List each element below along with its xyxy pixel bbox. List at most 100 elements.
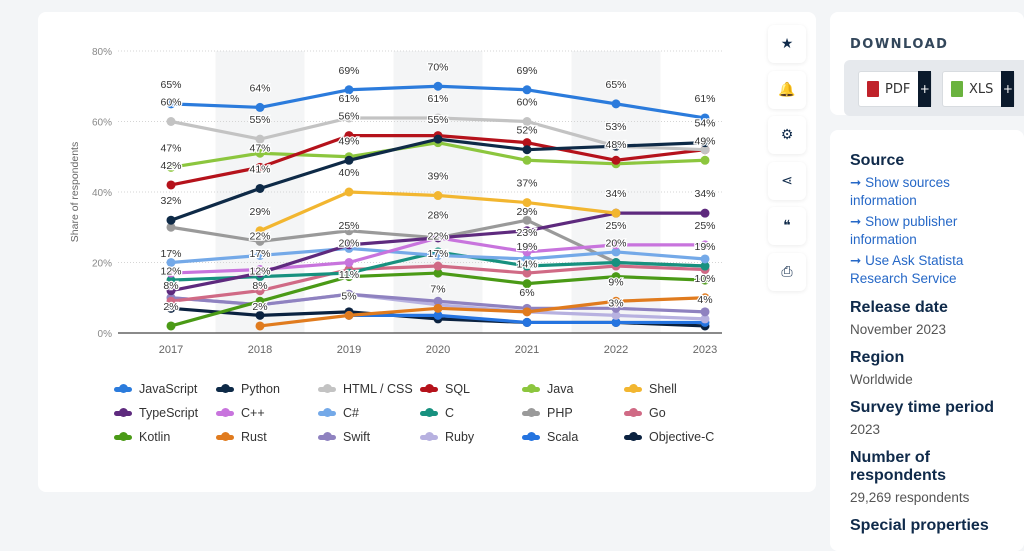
legend-item[interactable]: Java [522, 380, 624, 398]
legend-label: Rust [241, 430, 267, 444]
data-point [344, 310, 354, 320]
info-card: Source ➞ Show sources information ➞ Show… [830, 130, 1024, 551]
legend-item[interactable]: TypeScript [114, 404, 216, 422]
data-point [611, 272, 621, 282]
gear-icon: ⚙ [780, 127, 794, 143]
data-point [433, 303, 443, 313]
legend-item[interactable]: JavaScript [114, 380, 216, 398]
legend-item[interactable]: Python [216, 380, 318, 398]
pdf-options-button[interactable]: + [918, 71, 932, 107]
show-publisher-link[interactable]: ➞ Show publisher information [850, 213, 1014, 248]
data-label: 28% [427, 209, 448, 221]
legend-item[interactable]: PHP [522, 404, 624, 422]
legend-item[interactable]: Objective-C [624, 428, 726, 446]
arrow-right-icon: ➞ [850, 214, 862, 230]
link-text: Use Ask Statista Research Service [850, 253, 964, 286]
legend-label: PHP [547, 406, 573, 420]
show-sources-link[interactable]: ➞ Show sources information [850, 174, 1014, 209]
data-label: 23% [516, 227, 537, 239]
data-point [344, 258, 354, 267]
data-point [344, 187, 354, 197]
settings-button[interactable]: ⚙ [768, 116, 806, 154]
data-label: 65% [160, 79, 181, 91]
data-point [255, 268, 265, 278]
data-label: 22% [249, 230, 270, 242]
data-point [700, 113, 710, 123]
data-point [433, 233, 443, 243]
data-label: 54% [694, 118, 715, 130]
legend-item[interactable]: Shell [624, 380, 726, 398]
data-point [166, 268, 176, 278]
data-point [700, 145, 710, 155]
data-point [255, 134, 265, 144]
legend-item[interactable]: C++ [216, 404, 318, 422]
download-title: DOWNLOAD [850, 37, 949, 52]
release-date-value: November 2023 [850, 322, 947, 338]
data-point [433, 296, 443, 306]
data-point [611, 310, 621, 320]
data-point [522, 155, 532, 165]
legend-item[interactable]: Rust [216, 428, 318, 446]
data-label: 69% [516, 65, 537, 77]
legend-item[interactable]: C# [318, 404, 420, 422]
data-label: 65% [605, 79, 626, 91]
legend-label: Ruby [445, 430, 475, 444]
legend-marker-icon [114, 432, 132, 441]
notify-button[interactable]: 🔔 [768, 70, 806, 109]
data-label: 47% [160, 142, 181, 154]
printer-icon: ⎙ [781, 263, 793, 280]
data-label: 20% [338, 238, 359, 250]
legend-item[interactable]: HTML / CSS [318, 380, 420, 398]
y-tick-label: 20% [92, 259, 112, 270]
share-button[interactable]: ⋖ [768, 161, 806, 200]
legend-marker-icon [420, 384, 438, 393]
quote-icon: ❝ [783, 218, 791, 234]
legend-item[interactable]: Kotlin [114, 428, 216, 446]
data-point [700, 275, 710, 285]
legend-item[interactable]: Swift [318, 428, 420, 446]
data-point [522, 317, 532, 327]
ask-statista-link[interactable]: ➞ Use Ask Statista Research Service [850, 252, 1014, 287]
y-tick-label: 60% [92, 118, 112, 129]
data-point [255, 236, 265, 246]
cite-button[interactable]: ❝ [768, 207, 806, 245]
data-point [344, 131, 354, 141]
legend-marker-icon [624, 408, 642, 417]
xls-options-button[interactable]: + [1001, 71, 1015, 107]
legend-item[interactable]: Ruby [420, 428, 522, 446]
data-point [433, 134, 443, 144]
data-point [611, 258, 621, 267]
print-button[interactable]: ⎙ [768, 252, 806, 291]
download-xls-button[interactable]: XLS + [942, 71, 1016, 107]
data-label: 25% [694, 220, 715, 232]
legend-item[interactable]: Go [624, 404, 726, 422]
data-label: 14% [516, 259, 537, 271]
data-label: 41% [249, 163, 270, 175]
data-point [433, 310, 443, 320]
data-label: 48% [605, 139, 626, 151]
share-icon: ⋖ [781, 172, 793, 189]
data-point [166, 321, 176, 331]
y-axis-label: Share of respondents [69, 142, 81, 242]
favorite-button[interactable]: ★ [768, 25, 806, 63]
data-point [611, 303, 621, 313]
data-label: 25% [605, 220, 626, 232]
data-label: 12% [160, 266, 181, 278]
data-label: 53% [605, 121, 626, 133]
download-pdf-button[interactable]: PDF + [858, 71, 933, 107]
data-point [700, 314, 710, 324]
data-label: 39% [427, 171, 448, 183]
legend-item[interactable]: SQL [420, 380, 522, 398]
legend-item[interactable]: Scala [522, 428, 624, 446]
data-label: 61% [694, 93, 715, 105]
data-point [166, 222, 176, 232]
data-point [522, 138, 532, 148]
legend-item[interactable]: C [420, 404, 522, 422]
y-tick-label: 80% [92, 47, 112, 58]
release-date-heading: Release date [850, 299, 948, 317]
legend-label: C# [343, 406, 359, 420]
data-point [344, 113, 354, 123]
data-point [344, 85, 354, 95]
data-point [433, 191, 443, 201]
data-label: 69% [338, 65, 359, 77]
